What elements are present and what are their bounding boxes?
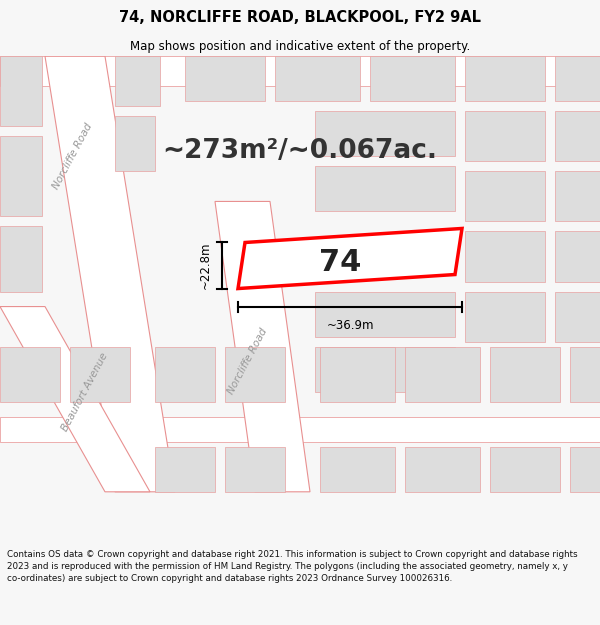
Text: 74: 74: [319, 248, 361, 277]
Polygon shape: [320, 347, 395, 402]
Polygon shape: [315, 347, 455, 392]
Text: Norcliffe Road: Norcliffe Road: [226, 327, 269, 396]
Polygon shape: [0, 226, 42, 291]
Polygon shape: [315, 166, 455, 211]
Polygon shape: [570, 447, 600, 492]
Polygon shape: [155, 347, 215, 402]
Polygon shape: [0, 136, 42, 216]
Text: Norcliffe Road: Norcliffe Road: [52, 122, 95, 191]
Polygon shape: [0, 347, 60, 402]
Polygon shape: [555, 56, 600, 101]
Polygon shape: [225, 447, 285, 492]
Text: Map shows position and indicative extent of the property.: Map shows position and indicative extent…: [130, 40, 470, 52]
Text: ~273m²/~0.067ac.: ~273m²/~0.067ac.: [163, 138, 437, 164]
Text: ~36.9m: ~36.9m: [326, 319, 374, 332]
Text: ~22.8m: ~22.8m: [199, 242, 212, 289]
Polygon shape: [225, 347, 285, 402]
Polygon shape: [490, 447, 560, 492]
Polygon shape: [0, 56, 42, 126]
Polygon shape: [315, 111, 455, 156]
Polygon shape: [570, 347, 600, 402]
Polygon shape: [465, 231, 545, 281]
Polygon shape: [315, 291, 455, 337]
Polygon shape: [555, 231, 600, 281]
Polygon shape: [185, 56, 265, 101]
Polygon shape: [238, 229, 462, 289]
Polygon shape: [490, 347, 560, 402]
Polygon shape: [405, 347, 480, 402]
Polygon shape: [70, 347, 130, 402]
Polygon shape: [0, 56, 600, 86]
Polygon shape: [45, 56, 175, 492]
Polygon shape: [155, 447, 215, 492]
Polygon shape: [115, 116, 155, 171]
Polygon shape: [370, 56, 455, 101]
Polygon shape: [555, 291, 600, 342]
Polygon shape: [405, 447, 480, 492]
Polygon shape: [465, 171, 545, 221]
Polygon shape: [465, 56, 545, 101]
Polygon shape: [555, 111, 600, 161]
Text: Contains OS data © Crown copyright and database right 2021. This information is : Contains OS data © Crown copyright and d…: [7, 550, 578, 583]
Polygon shape: [555, 171, 600, 221]
Polygon shape: [0, 417, 600, 442]
Text: 74, NORCLIFFE ROAD, BLACKPOOL, FY2 9AL: 74, NORCLIFFE ROAD, BLACKPOOL, FY2 9AL: [119, 10, 481, 25]
Polygon shape: [0, 307, 150, 492]
Polygon shape: [215, 201, 310, 492]
Polygon shape: [465, 291, 545, 342]
Polygon shape: [115, 56, 160, 106]
Text: Beaufort Avenue: Beaufort Avenue: [60, 351, 110, 432]
Polygon shape: [465, 111, 545, 161]
Polygon shape: [320, 447, 395, 492]
Polygon shape: [275, 56, 360, 101]
